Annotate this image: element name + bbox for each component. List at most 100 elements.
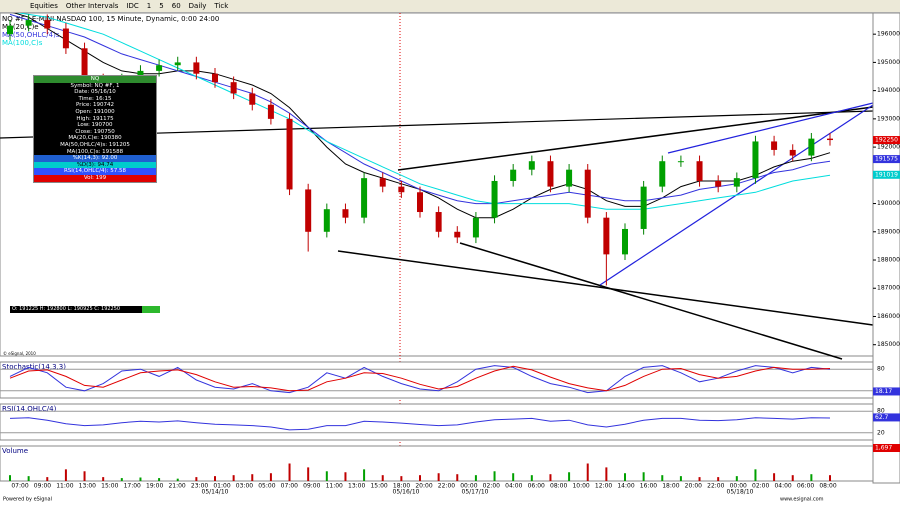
candle-body: [267, 104, 274, 119]
x-tick-label: 07:00: [281, 483, 298, 490]
volume-bar: [437, 473, 440, 481]
y-tick-label: 194000: [877, 87, 900, 94]
trend-line: [667, 102, 874, 154]
chart-title: NQ #F - E-MINI NASDAQ 100, 15 Minute, Dy…: [2, 15, 219, 23]
volume-bar: [717, 477, 720, 481]
candle-body: [305, 189, 312, 232]
info-row: Open: 191000: [75, 108, 115, 115]
candle-body: [25, 20, 32, 26]
price-tag: [873, 170, 900, 179]
ohlc-swatch: [142, 306, 160, 313]
volume-bar: [325, 471, 328, 481]
volume-bar: [624, 473, 626, 481]
trend-line: [397, 106, 874, 171]
y-tick-label: 196000: [877, 31, 900, 38]
x-tick-label: 18:00: [393, 483, 410, 490]
volume-bar: [176, 478, 179, 481]
legend-entry: MA(100,C)s: [2, 39, 43, 47]
info-row: High: 191175: [76, 115, 114, 122]
price-tag-label: 191575: [875, 156, 898, 163]
candle-body: [323, 209, 330, 232]
info-row: Time: 16:15: [78, 95, 112, 102]
moving-average: [15, 13, 831, 210]
info-row: Vol: 199: [34, 174, 156, 182]
date-label: 05/14/10: [202, 489, 229, 496]
candle-body: [379, 178, 386, 187]
volume-bar: [288, 463, 291, 481]
volume-bar: [400, 476, 403, 481]
y-tick-label: 80: [877, 366, 885, 373]
price-tag-label: 192250: [875, 137, 898, 144]
volume-bar: [46, 477, 49, 481]
footer-left: Powered by eSignal: [3, 497, 52, 503]
candle-body: [696, 161, 703, 181]
candle-body: [789, 149, 796, 156]
x-tick-label: 18:00: [662, 483, 679, 490]
candle-body: [472, 217, 479, 238]
x-tick-label: 17:00: [124, 483, 141, 490]
x-tick-label: 19:00: [146, 483, 163, 490]
x-tick-label: 05:00: [258, 483, 275, 490]
volume-bar: [363, 469, 366, 481]
volume-tag-label: 1,697: [875, 445, 892, 452]
toolbar-item: Tick: [214, 2, 229, 10]
toolbar: Equities Other Intervals IDC 1 5 60 Daily Tick: [0, 0, 900, 13]
volume-bar: [232, 475, 235, 481]
x-tick-label: 23:00: [191, 483, 208, 490]
candle-body: [491, 180, 498, 218]
toolbar-item: 1: [146, 2, 152, 10]
candle-body: [771, 141, 778, 150]
volume-bar: [605, 467, 608, 481]
candle-body: [584, 169, 591, 218]
candle-body: [212, 73, 218, 83]
info-row: NQ: [34, 76, 156, 83]
x-tick-label: 10:00: [572, 483, 589, 490]
info-row: Symbol: NQ #F, 1: [70, 82, 120, 89]
candle-body: [677, 161, 684, 163]
volume-bar: [381, 475, 384, 481]
toolbar-item: IDC: [126, 2, 139, 10]
volume-bar: [735, 476, 738, 481]
volume-tag: [873, 444, 900, 453]
indicator-panel: [0, 361, 874, 399]
volume-bar: [158, 478, 161, 481]
volume-bar: [419, 475, 421, 481]
info-row: Price: 190742: [75, 102, 114, 109]
candle-body: [808, 138, 815, 156]
price-tag: [873, 136, 900, 145]
candle-body: [454, 231, 461, 238]
volume-bar: [661, 475, 664, 481]
x-tick-label: 16:00: [640, 483, 657, 490]
price-axis: [872, 13, 900, 484]
info-row: %D(3): 94.74: [34, 161, 156, 169]
y-tick-label: 188000: [877, 257, 900, 264]
volume-bar: [642, 472, 645, 481]
info-row: MA(50,OHLC/4)s: 191205: [60, 141, 130, 148]
candle-body: [249, 93, 256, 105]
indicator-line: [9, 365, 831, 394]
x-tick-label: 21:00: [168, 483, 185, 490]
y-tick-label: 187000: [877, 285, 900, 292]
candle-body: [603, 217, 610, 255]
volume-bar: [120, 478, 123, 481]
toolbar-item: Daily: [188, 2, 207, 10]
volume-bar: [679, 476, 682, 481]
volume-bar: [474, 475, 477, 481]
y-tick-label: 20: [877, 429, 885, 436]
x-tick-label: 09:00: [34, 483, 51, 490]
indicator-tag: [873, 387, 900, 396]
candle-body: [193, 62, 200, 74]
volume-bar: [251, 474, 254, 481]
x-tick-label: 02:00: [483, 483, 500, 490]
candle-body: [81, 48, 88, 80]
candle-body: [622, 228, 628, 255]
volume-panel: [0, 445, 874, 482]
x-tick-label: 06:00: [528, 483, 545, 490]
panel-title: Volume: [2, 447, 28, 455]
volume-bar: [83, 471, 86, 481]
price-tag-label: 191019: [875, 171, 898, 178]
x-tick-label: 08:00: [819, 483, 836, 490]
date-label: 05/18/10: [727, 489, 754, 496]
volume-bar: [791, 475, 794, 481]
trend-line: [337, 250, 874, 326]
